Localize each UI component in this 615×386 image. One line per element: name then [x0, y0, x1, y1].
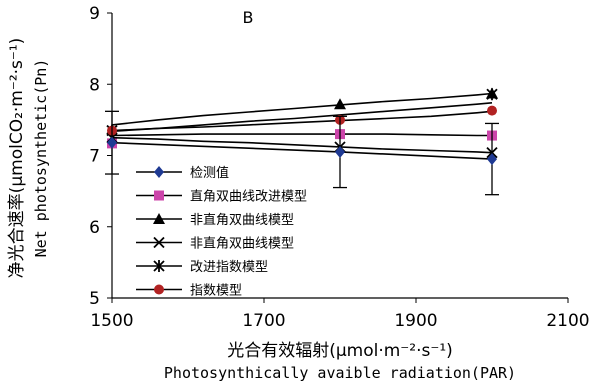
chart-series: [105, 87, 499, 196]
legend-label: 直角双曲线改进模型: [190, 190, 307, 205]
x-tick-label: 1500: [90, 311, 133, 331]
legend-marker: [154, 284, 164, 295]
series-line: [111, 136, 493, 154]
x-tick-label: 1900: [394, 311, 437, 331]
legend-label: 非直角双曲线模型: [190, 237, 294, 252]
chart-axes: 1500 1700 1900 2100 5 6 7 8 9: [89, 4, 589, 331]
series-point: [334, 98, 346, 110]
y-tick-label: 7: [89, 147, 100, 167]
x-tick-label: 1700: [242, 311, 285, 331]
series-3: [106, 88, 498, 137]
legend-marker: [153, 213, 165, 224]
x-axis-subtitle: Photosynthically avaible radiation(PAR): [164, 364, 516, 382]
series-line: [111, 133, 492, 137]
series-line: [111, 102, 493, 133]
legend-marker: [154, 190, 164, 201]
y-axis-subtitle: Net photosynthetic(Pn): [32, 59, 50, 258]
legend-entry: 检测值: [136, 165, 229, 181]
y-tick-label: 9: [89, 4, 100, 24]
y-axis-title: 净光合速率(μmolCO₂·m⁻²·s⁻¹): [7, 38, 27, 279]
y-tick-label: 6: [89, 218, 100, 238]
legend-label: 指数模型: [190, 284, 242, 299]
legend-marker: [153, 236, 165, 249]
x-axis-title: 光合有效辐射(μmol·m⁻²·s⁻¹): [227, 341, 453, 361]
series-line: [111, 110, 493, 132]
x-tick-label: 2100: [546, 311, 589, 331]
panel-label: B: [243, 8, 254, 27]
series-point: [487, 105, 497, 116]
series-1: [111, 87, 498, 126]
legend-marker: [154, 166, 164, 178]
legend-entry: 指数模型: [136, 284, 242, 299]
observed-point: [107, 136, 117, 149]
series-4: [107, 105, 497, 136]
observed-point: [335, 145, 345, 158]
legend-marker: [153, 260, 165, 272]
legend-entry: 改进指数模型: [136, 260, 268, 275]
observed-series: [105, 110, 499, 196]
legend-entry: 直角双曲线改进模型: [136, 190, 307, 205]
legend-label: 检测值: [190, 165, 229, 181]
y-tick-label: 8: [89, 75, 100, 95]
observed-point: [487, 153, 497, 166]
series-point: [486, 88, 498, 101]
legend-entry: 非直角双曲线模型: [136, 237, 294, 252]
legend-label: 非直角双曲线模型: [190, 213, 294, 228]
legend-label: 改进指数模型: [190, 260, 268, 275]
series-line: [111, 92, 493, 126]
legend-entry: 非直角双曲线模型: [136, 213, 294, 228]
y-tick-label: 5: [89, 289, 100, 309]
